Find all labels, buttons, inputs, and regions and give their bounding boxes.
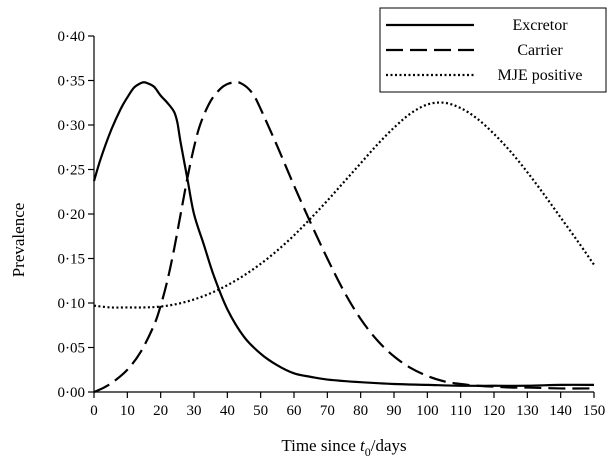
series-line-mje-positive	[93, 101, 595, 309]
x-tick-label: 60	[287, 403, 302, 419]
x-tick-label: 120	[483, 403, 506, 419]
x-tick-label: 140	[549, 403, 572, 419]
legend: Excretor Carrier MJE positive	[379, 7, 607, 93]
x-tick-label: 20	[153, 403, 168, 419]
x-tick-label: 80	[353, 403, 368, 419]
x-tick-label: 10	[120, 403, 135, 419]
y-tick-label: 0·05	[58, 341, 86, 357]
legend-label-excretor: Excretor	[512, 17, 568, 34]
legend-label-carrier: Carrier	[517, 42, 563, 59]
x-axis-title: Time since t0/days	[281, 436, 406, 459]
x-axis-title-variable: t	[360, 436, 366, 455]
x-tick-label: 110	[450, 403, 472, 419]
y-tick-label: 0·30	[58, 118, 86, 134]
y-tick-label: 0·40	[58, 29, 86, 45]
y-tick-label: 0·10	[58, 296, 86, 312]
y-axis-title: Prevalence	[9, 203, 28, 278]
x-ticks: 0 10 20 30 40 50 60 70 80 90 100 110 120 130 140 150	[90, 392, 605, 419]
y-tick-label: 0·20	[58, 207, 86, 223]
legend-label-mje-positive: MJE positive	[498, 67, 583, 84]
y-tick-label: 0·00	[58, 385, 86, 401]
x-tick-label: 0	[90, 403, 98, 419]
x-tick-label: 30	[187, 403, 202, 419]
x-axis-title-prefix: Time since	[281, 436, 360, 455]
series-line-carrier	[93, 81, 595, 394]
x-tick-label: 50	[253, 403, 268, 419]
x-tick-label: 150	[583, 403, 606, 419]
x-tick-label: 90	[387, 403, 402, 419]
x-tick-label: 70	[320, 403, 335, 419]
y-tick-label: 0·35	[58, 74, 86, 90]
x-tick-label: 130	[516, 403, 539, 419]
y-tick-label: 0·15	[58, 252, 86, 268]
series-lines	[92, 81, 595, 394]
y-ticks: 0·00 0·05 0·10 0·15 0·20 0·25 0·30 0·35 0·40	[58, 29, 94, 401]
x-tick-label: 100	[416, 403, 439, 419]
series-line-excretor	[92, 81, 595, 387]
x-axis-title-subscript: 0	[365, 445, 371, 459]
x-axis-title-suffix: /days	[371, 436, 407, 455]
y-tick-label: 0·25	[58, 163, 86, 179]
x-tick-label: 40	[220, 403, 235, 419]
